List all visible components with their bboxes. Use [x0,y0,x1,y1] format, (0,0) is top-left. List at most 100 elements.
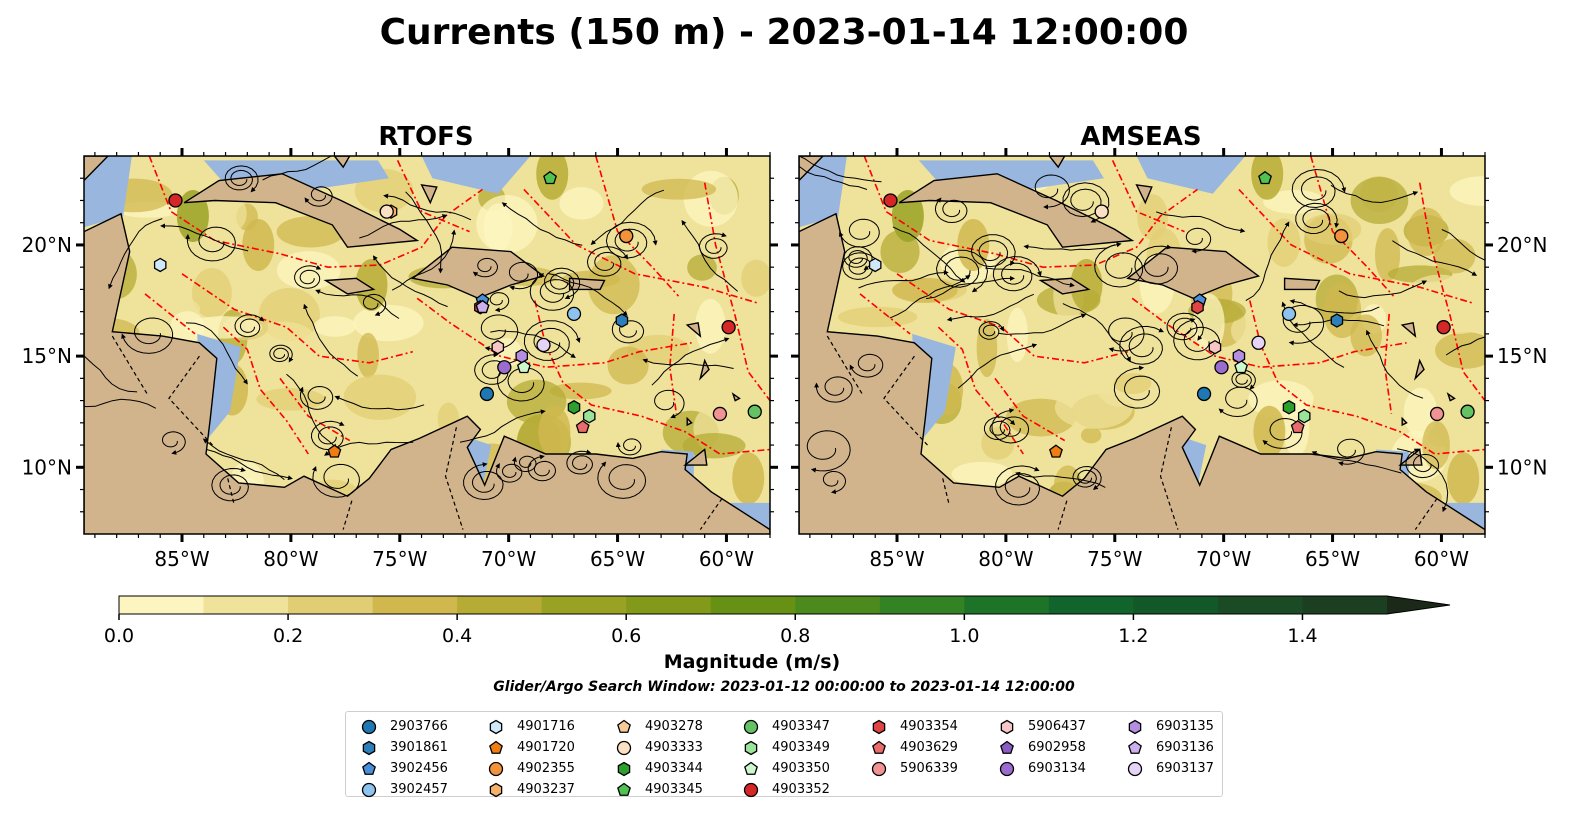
pentagon-marker-icon [872,740,886,754]
x-tick-label: 70°W [1196,547,1251,571]
legend-glyph [489,719,503,734]
legend-label: 6903134 [1028,761,1086,776]
colorbar-segment [372,596,458,614]
x-tick-label: 65°W [1305,547,1360,571]
legend-glyph [617,719,631,733]
map-frame [798,155,1486,535]
float-marker [1282,400,1296,415]
legend-item: 4901716 [487,716,575,737]
legend-column: 4903347 4903349 4903350 4903352 [742,716,830,800]
colorbar-segment [710,596,796,614]
float-markers [868,170,1475,458]
y-tick-label: 20°N [22,233,72,257]
y-tick-label: 15°N [22,344,72,368]
float-marker [575,419,590,434]
legend-glyph [617,761,631,776]
land-masses [84,156,770,534]
legend-item: 4903629 [870,737,958,758]
y-tick-label: 10°N [22,455,72,479]
legend-item: 3902456 [360,758,448,779]
legend-label: 4902355 [517,761,575,776]
legend-item: 4903347 [742,716,830,737]
float-marker [515,348,529,364]
colorbar-tick-label: 1.2 [1118,625,1148,647]
legend-label: 4903345 [645,782,703,797]
legend-label: 5906339 [900,761,958,776]
x-tick-label: 80°W [978,547,1033,571]
circle-marker-icon [616,740,632,755]
colorbar-segment [964,596,1050,614]
float-marker [1330,313,1344,328]
float-marker [327,444,342,458]
hexagon-marker-icon [1000,719,1014,734]
legend-item: 3901861 [360,737,448,758]
float-marker [1429,406,1445,422]
colorbar-extend [1387,596,1450,614]
float-marker [619,228,634,244]
x-tick-label: 85°W [154,547,209,571]
x-tick-label: 60°W [699,547,754,571]
colorbar-segment [795,596,881,614]
axis-ticks-amseas: 85°W 80°W 75°W 70°W 65°W 60°W 20°N 15°N 10°N [791,148,1547,571]
colorbar-tick-label: 0.4 [442,625,472,647]
float-marker [1258,170,1272,185]
eez-boundaries [144,156,770,455]
legend-column: 4903278 4903333 4903344 4903345 [615,716,703,800]
map-frame [83,155,771,535]
legend-item: 4903344 [615,758,703,779]
legend-item: 4903352 [742,779,830,800]
legend-item: 4903333 [615,737,703,758]
legend-item: 4903237 [487,779,575,800]
float-markers [153,170,762,458]
circle-marker-icon [999,761,1015,776]
colorbar-tick-label: 1.0 [949,625,979,647]
legend-glyph [743,719,759,734]
legend-item: 6903136 [1126,737,1214,758]
legend-item: 3902457 [360,779,448,800]
legend-glyph [1128,740,1142,754]
legend-glyph [871,761,887,776]
float-marker [1208,339,1222,355]
legend-column: 5906437 6902958 6903134 [998,716,1086,779]
legend-column: 6903135 6903136 6903137 [1126,716,1214,779]
colorbar-segment [541,596,627,614]
float-marker [1094,204,1109,219]
legend-glyph [999,761,1015,776]
streamlines [84,156,739,502]
legend-item: 5906437 [998,716,1086,737]
colorbar-tick-label: 0.2 [273,625,303,647]
pentagon-marker-icon [1128,740,1142,754]
panel-title-rtofs: RTOFS [378,122,473,152]
float-marker [1297,408,1311,424]
legend-label: 3902457 [390,782,448,797]
float-marker [497,360,512,375]
hexagon-marker-icon [489,782,503,797]
legend-glyph [489,782,503,797]
circle-marker-icon [871,761,887,776]
legend-glyph [1000,719,1014,734]
legend-item: 2903766 [360,716,448,737]
legend-item: 6903134 [998,758,1086,779]
float-marker [1436,320,1451,335]
float-marker [1281,306,1297,322]
float-marker [1234,359,1249,374]
colorbar-segment [626,596,712,614]
axis-ticks-rtofs: 85°W 80°W 75°W 70°W 65°W 60°W 20°N 15°N 10°N [22,148,778,571]
y-tick-label: 15°N [1497,344,1547,368]
legend-label: 4903278 [645,719,703,734]
legend-item: 6903135 [1126,716,1214,737]
float-marker [1214,360,1229,375]
float-marker [1290,419,1305,434]
legend-label: 5906437 [1028,719,1086,734]
float-marker [566,306,582,322]
pentagon-marker-icon [362,761,376,775]
colorbar-segment [1302,596,1388,614]
y-tick-label: 10°N [1497,455,1547,479]
float-marker [712,406,728,422]
circle-marker-icon [743,782,759,797]
colorbar-ticks: 0.0 0.2 0.4 0.6 0.8 1.0 1.2 1.4 [104,614,1318,647]
x-tick-label: 75°W [1087,547,1142,571]
circle-marker-icon [743,719,759,734]
float-marker [1196,386,1212,402]
map-body-rtofs [84,156,770,534]
